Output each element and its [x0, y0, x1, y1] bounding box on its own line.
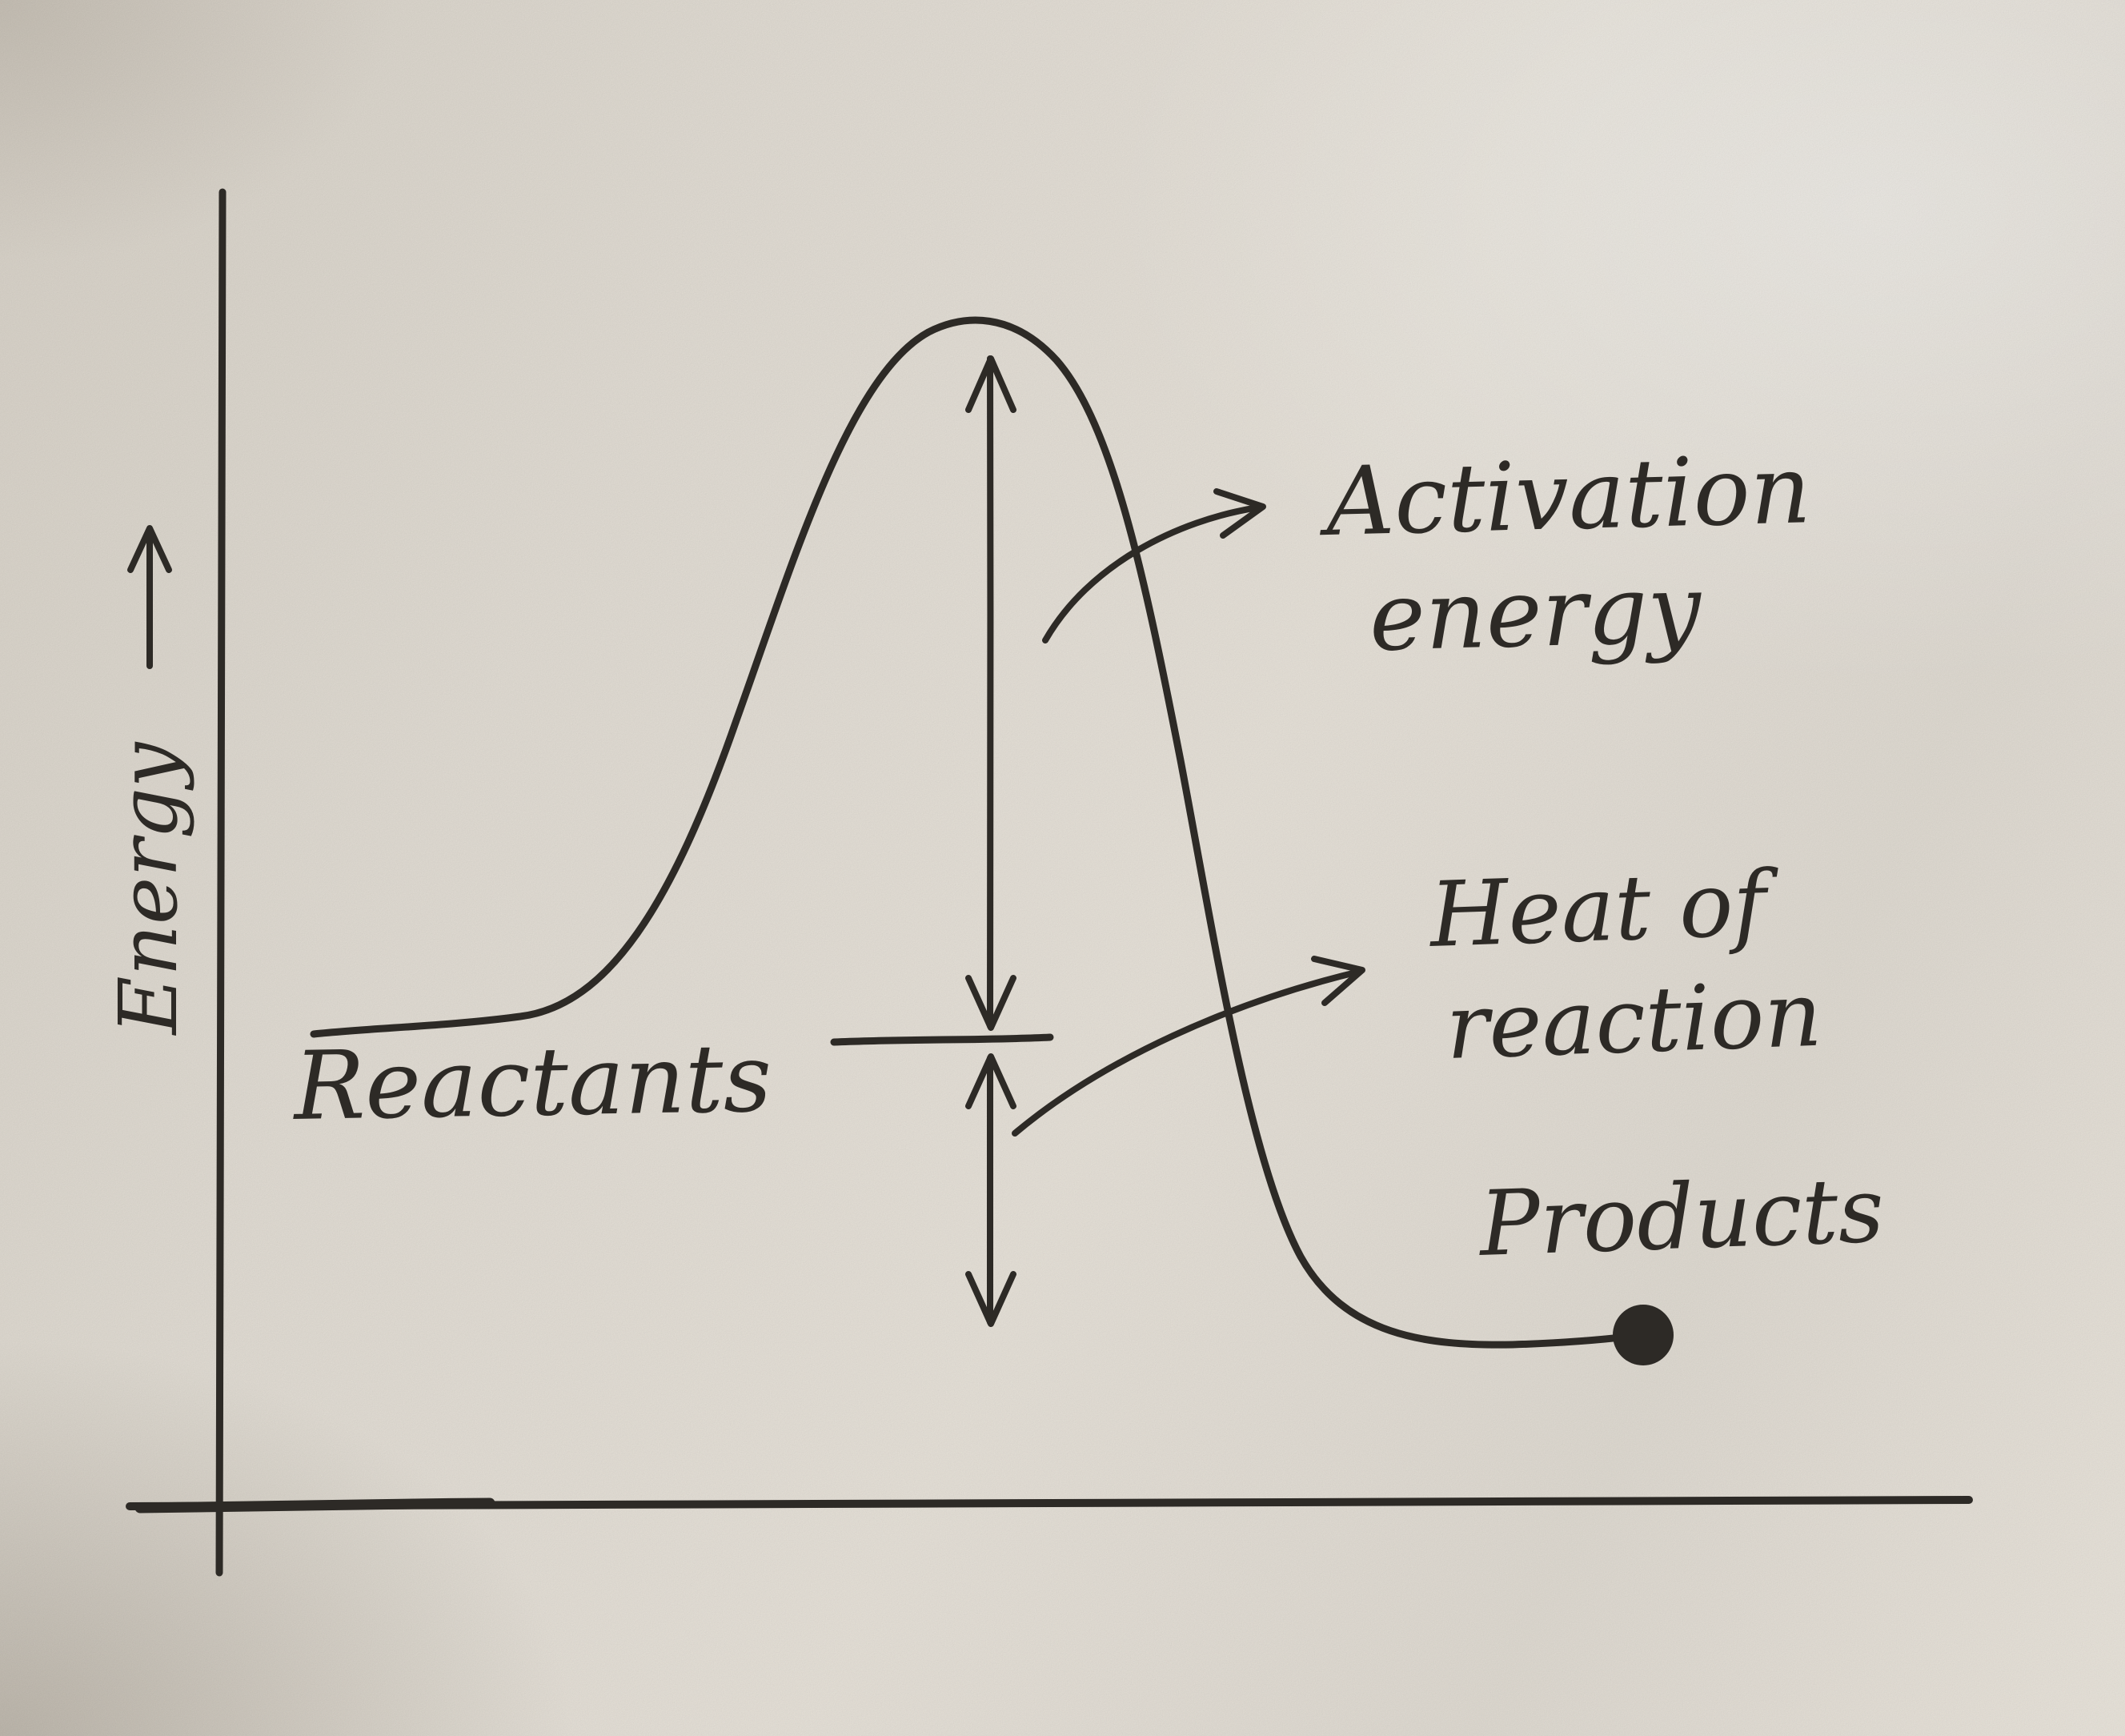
arrowhead-right-icon — [1213, 488, 1266, 539]
heat-of-reaction-label-line2: reaction — [1444, 963, 1823, 1080]
arrowhead-right-icon — [1311, 956, 1365, 1006]
arrowhead-down-icon — [965, 975, 1016, 1031]
arrowhead-up-icon — [965, 1053, 1016, 1109]
y-axis-label: Energy — [102, 741, 195, 1036]
activation-energy-label-line2: energy — [1368, 553, 1703, 672]
reactants-label: Reactants — [291, 1023, 772, 1141]
energy-axis-arrowhead-icon — [127, 525, 172, 573]
activation-label-pointer — [1042, 504, 1261, 643]
products-dot — [1613, 1305, 1674, 1365]
reaction-curve — [310, 316, 1645, 1349]
x-axis-overdraw — [134, 1497, 495, 1513]
arrowhead-up-icon — [965, 355, 1016, 413]
activation-energy-label-line1: Activation — [1317, 434, 1812, 557]
heat-label-pointer — [1012, 968, 1362, 1137]
y-axis — [215, 188, 227, 1577]
reactants-level-line — [830, 1033, 1054, 1046]
products-label: Products — [1476, 1158, 1886, 1277]
heat-of-reaction-label-line1: Heat of — [1426, 852, 1782, 968]
arrowhead-down-icon — [965, 1271, 1016, 1327]
